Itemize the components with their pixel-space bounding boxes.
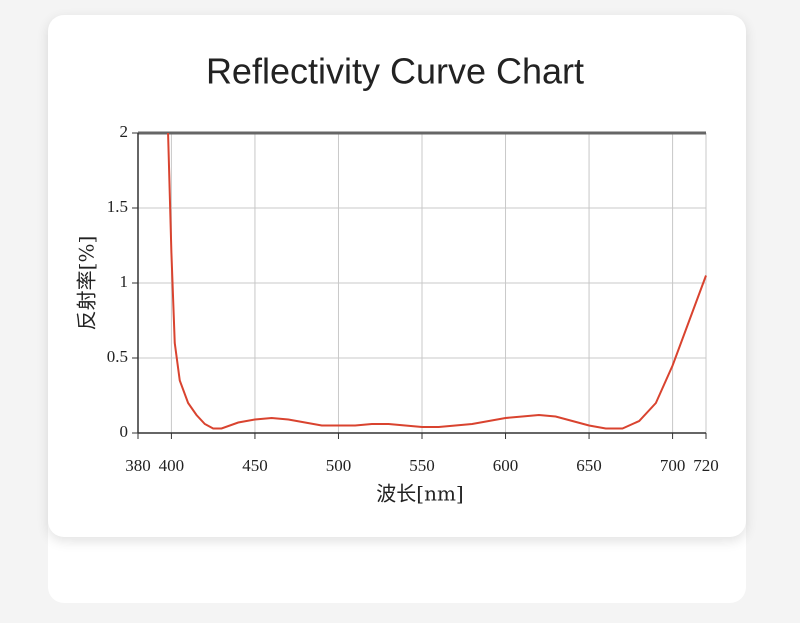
x-tick-label: 600 bbox=[493, 456, 519, 475]
y-tick-label: 1 bbox=[120, 272, 129, 291]
x-tick-label: 720 bbox=[693, 456, 719, 475]
y-tick-label: 0.5 bbox=[107, 347, 128, 366]
x-tick-label: 500 bbox=[326, 456, 352, 475]
x-tick-label: 400 bbox=[159, 456, 185, 475]
y-tick-label: 2 bbox=[120, 122, 129, 141]
y-tick-label: 1.5 bbox=[107, 197, 128, 216]
x-tick-label: 550 bbox=[409, 456, 435, 475]
x-tick-label: 700 bbox=[660, 456, 686, 475]
x-tick-label: 650 bbox=[576, 456, 602, 475]
x-tick-label: 450 bbox=[242, 456, 268, 475]
y-tick-label: 0 bbox=[120, 422, 129, 441]
reflectivity-line bbox=[167, 132, 707, 430]
chart-title: Reflectivity Curve Chart bbox=[206, 51, 584, 92]
x-axis-label: 波长[nm] bbox=[376, 482, 463, 506]
y-axis-label: 反射率[%] bbox=[75, 236, 99, 331]
x-tick-label: 380 bbox=[125, 456, 151, 475]
